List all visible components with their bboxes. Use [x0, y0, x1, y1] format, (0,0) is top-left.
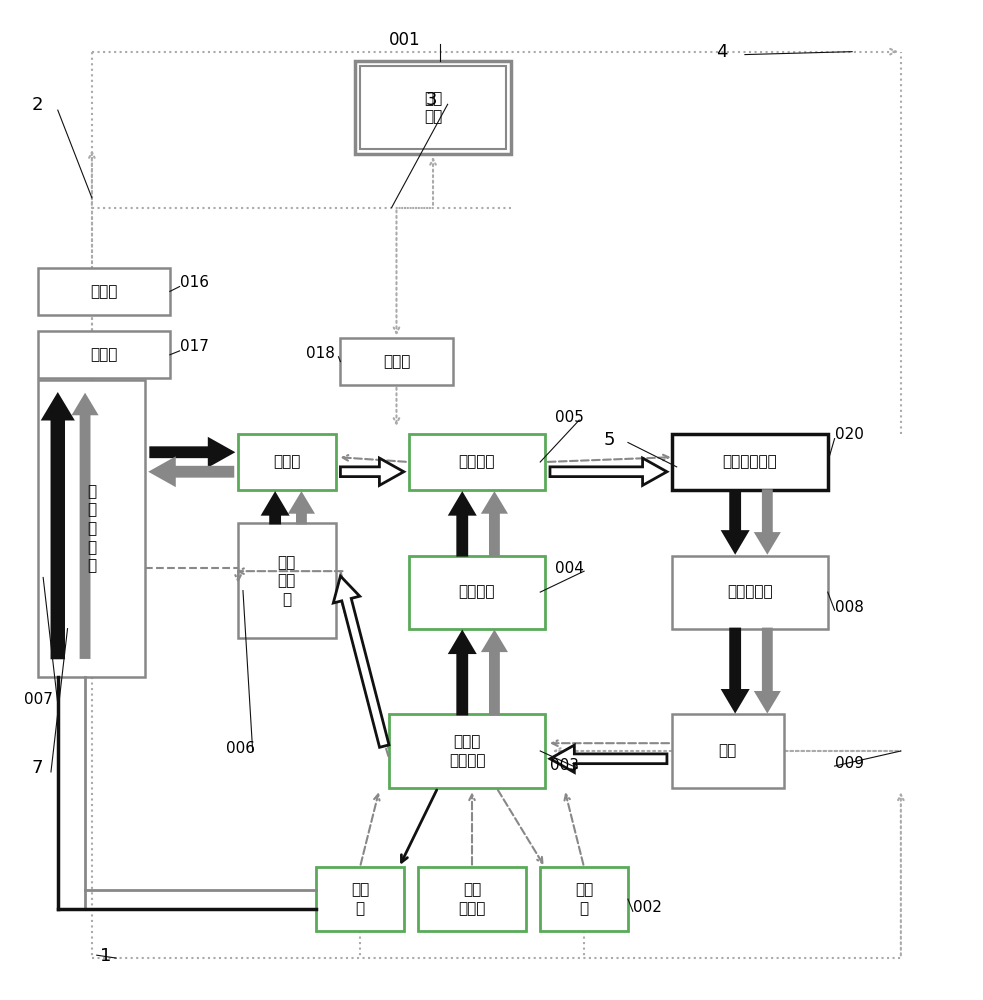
- FancyArrow shape: [723, 629, 748, 712]
- Bar: [671, 714, 783, 788]
- Text: 3: 3: [426, 91, 436, 109]
- Text: 副阀
门: 副阀 门: [575, 882, 593, 916]
- Text: 4: 4: [716, 43, 727, 61]
- Text: 001: 001: [389, 31, 421, 49]
- Text: 007: 007: [24, 692, 52, 707]
- FancyArrow shape: [290, 493, 314, 523]
- FancyArrow shape: [449, 493, 475, 556]
- Bar: [409, 434, 546, 490]
- Bar: [409, 556, 546, 629]
- FancyArrow shape: [150, 439, 233, 466]
- Bar: [671, 556, 828, 629]
- FancyArrow shape: [483, 493, 506, 556]
- Bar: [238, 523, 335, 638]
- FancyArrow shape: [756, 629, 779, 712]
- FancyArrow shape: [333, 576, 389, 747]
- Text: 主阀
门: 主阀 门: [351, 882, 369, 916]
- Text: 缸盖水套: 缸盖水套: [459, 454, 495, 469]
- FancyArrow shape: [43, 395, 73, 658]
- Text: 020: 020: [835, 427, 863, 442]
- Text: 006: 006: [226, 741, 256, 756]
- FancyArrow shape: [150, 458, 233, 485]
- FancyArrow shape: [74, 395, 96, 658]
- FancyArrow shape: [549, 458, 666, 485]
- Text: 机油
冷却
器: 机油 冷却 器: [277, 555, 296, 607]
- Bar: [38, 331, 170, 378]
- Text: 高
温
散
热
器: 高 温 散 热 器: [87, 484, 96, 573]
- FancyArrow shape: [449, 632, 475, 714]
- Text: 单向阀: 单向阀: [90, 284, 118, 299]
- Bar: [541, 867, 628, 931]
- Bar: [360, 66, 506, 149]
- Text: 出水口: 出水口: [273, 454, 301, 469]
- FancyArrow shape: [340, 458, 404, 485]
- Bar: [38, 268, 170, 315]
- Bar: [238, 434, 335, 490]
- Text: 缸体水套: 缸体水套: [459, 585, 495, 600]
- Text: 005: 005: [554, 410, 584, 425]
- Text: 2: 2: [31, 96, 43, 114]
- FancyArrow shape: [549, 745, 666, 772]
- Text: 003: 003: [549, 758, 579, 773]
- Text: 节流阀: 节流阀: [90, 347, 118, 362]
- Bar: [419, 867, 526, 931]
- Bar: [671, 434, 828, 490]
- Text: 1: 1: [99, 947, 111, 965]
- Text: 电控辅助水泵: 电控辅助水泵: [723, 454, 778, 469]
- Bar: [340, 338, 452, 385]
- Text: 002: 002: [633, 900, 662, 915]
- Text: 7: 7: [31, 759, 43, 777]
- Bar: [317, 867, 404, 931]
- FancyArrow shape: [756, 490, 779, 553]
- Text: 节流阀: 节流阀: [382, 354, 410, 369]
- Text: 膨胀
水箱: 膨胀 水箱: [424, 91, 442, 124]
- Text: 008: 008: [835, 600, 863, 615]
- Text: 018: 018: [307, 346, 335, 361]
- Text: 电子增压器: 电子增压器: [727, 585, 773, 600]
- Text: 5: 5: [604, 431, 615, 449]
- Text: 暖风: 暖风: [719, 743, 737, 758]
- Text: 017: 017: [180, 339, 208, 354]
- Text: 016: 016: [180, 275, 208, 290]
- FancyArrow shape: [723, 490, 748, 553]
- Text: 009: 009: [835, 756, 864, 771]
- Bar: [389, 714, 546, 788]
- FancyArrow shape: [262, 493, 288, 523]
- FancyArrow shape: [483, 632, 506, 714]
- Bar: [38, 380, 145, 677]
- Text: 004: 004: [554, 561, 584, 576]
- Text: 开关式
机械水泵: 开关式 机械水泵: [449, 734, 486, 768]
- Text: 电子
节温器: 电子 节温器: [458, 882, 486, 916]
- Bar: [355, 61, 511, 154]
